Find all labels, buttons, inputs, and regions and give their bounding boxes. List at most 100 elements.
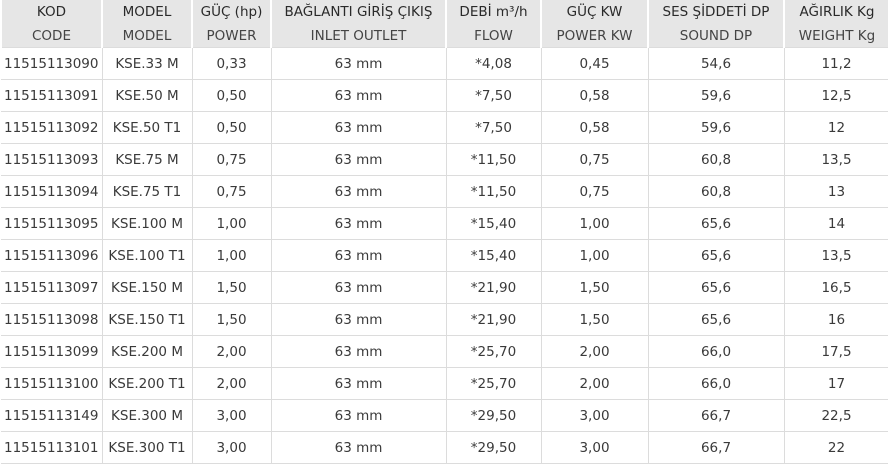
header-row: KOD MODEL GÜÇ (hp) BAĞLANTI GİRİŞ ÇIKIŞ DEBİ… [0,0,888,24]
column-header-flow: FLOW [445,24,541,48]
cell-sound-dp: 65,6 [647,303,785,336]
cell-power-kw: 0,75 [540,175,649,208]
cell-power-kw: 0,45 [540,47,649,80]
cell-inlet-outlet: 63 mm [270,79,447,112]
cell-sound-dp: 65,6 [647,271,785,304]
cell-code: 11515113100 [1,367,103,400]
cell-power-kw: 0,58 [540,79,649,112]
cell-code: 11515113094 [1,175,103,208]
column-header-code: KOD [0,0,102,24]
cell-model: KSE.300 M [101,399,193,432]
column-header-model: MODEL [101,24,192,48]
cell-inlet-outlet: 63 mm [270,431,447,464]
cell-power-hp: 2,00 [191,367,272,400]
cell-weight: 16,5 [783,271,888,304]
cell-power-hp: 0,75 [191,175,272,208]
cell-code: 11515113091 [1,79,103,112]
cell-power-kw: 3,00 [540,431,649,464]
cell-power-hp: 1,00 [191,239,272,272]
cell-power-kw: 1,00 [540,239,649,272]
table-row: 11515113149 KSE.300 M 3,00 63 mm *29,50 3,00 6… [1,399,888,432]
cell-code: 11515113096 [1,239,103,272]
cell-flow: *25,70 [445,367,542,400]
cell-code: 11515113149 [1,399,103,432]
cell-model: KSE.150 T1 [101,303,193,336]
cell-power-kw: 0,75 [540,143,649,176]
cell-power-kw: 0,58 [540,111,649,144]
cell-sound-dp: 65,6 [647,239,785,272]
cell-weight: 22,5 [783,399,888,432]
cell-code: 11515113090 [1,47,103,80]
cell-flow: *7,50 [445,79,542,112]
cell-sound-dp: 59,6 [647,79,785,112]
cell-code: 11515113099 [1,335,103,368]
cell-model: KSE.200 M [101,335,193,368]
cell-sound-dp: 60,8 [647,175,785,208]
cell-model: KSE.300 T1 [101,431,193,464]
table-row: 11515113091 KSE.50 M 0,50 63 mm *7,50 0,58 59,… [1,79,888,112]
cell-flow: *29,50 [445,399,542,432]
cell-weight: 16 [783,303,888,336]
cell-code: 11515113093 [1,143,103,176]
cell-power-hp: 1,50 [191,303,272,336]
cell-weight: 13 [783,175,888,208]
cell-flow: *11,50 [445,143,542,176]
cell-power-hp: 0,50 [191,79,272,112]
table-row: 11515113098 KSE.150 T1 1,50 63 mm *21,90 1,50… [1,303,888,336]
table-row: 11515113095 KSE.100 M 1,00 63 mm *15,40 1,00 6… [1,207,888,240]
table-row: 11515113100 KSE.200 T1 2,00 63 mm *25,70 2,00… [1,367,888,400]
cell-inlet-outlet: 63 mm [270,111,447,144]
cell-weight: 12 [783,111,888,144]
cell-sound-dp: 54,6 [647,47,785,80]
cell-inlet-outlet: 63 mm [270,271,447,304]
cell-weight: 13,5 [783,239,888,272]
table-row: 11515113092 KSE.50 T1 0,50 63 mm *7,50 0,58 59… [1,111,888,144]
cell-code: 11515113101 [1,431,103,464]
column-header-power-kw: POWER KW [540,24,648,48]
header-row: CODE MODEL POWER INLET OUTLET FLOW POWER KW SO… [0,24,888,48]
column-header-flow: DEBİ m³/h [445,0,541,24]
table-row: 11515113096 KSE.100 T1 1,00 63 mm *15,40 1,00… [1,239,888,272]
column-header-inlet-outlet: BAĞLANTI GİRİŞ ÇIKIŞ [270,0,446,24]
cell-power-kw: 1,50 [540,271,649,304]
cell-code: 11515113098 [1,303,103,336]
cell-model: KSE.75 T1 [101,175,193,208]
cell-flow: *15,40 [445,239,542,272]
cell-weight: 17 [783,367,888,400]
cell-weight: 14 [783,207,888,240]
cell-sound-dp: 66,7 [647,399,785,432]
cell-code: 11515113097 [1,271,103,304]
cell-weight: 12,5 [783,79,888,112]
cell-weight: 11,2 [783,47,888,80]
cell-power-hp: 0,75 [191,143,272,176]
cell-power-hp: 3,00 [191,399,272,432]
cell-flow: *7,50 [445,111,542,144]
cell-sound-dp: 65,6 [647,207,785,240]
cell-inlet-outlet: 63 mm [270,367,447,400]
cell-flow: *21,90 [445,303,542,336]
cell-power-hp: 0,50 [191,111,272,144]
cell-model: KSE.100 M [101,207,193,240]
cell-model: KSE.150 M [101,271,193,304]
cell-power-kw: 1,50 [540,303,649,336]
cell-flow: *25,70 [445,335,542,368]
table-row: 11515113101 KSE.300 T1 3,00 63 mm *29,50 3,00… [1,431,888,464]
column-header-weight: AĞIRLIK Kg [783,0,888,24]
cell-model: KSE.75 M [101,143,193,176]
table-row: 11515113094 KSE.75 T1 0,75 63 mm *11,50 0,75 6… [1,175,888,208]
table-row: 11515113093 KSE.75 M 0,75 63 mm *11,50 0,75 60… [1,143,888,176]
cell-model: KSE.100 T1 [101,239,193,272]
column-header-sound-dp: SES ŞİDDETİ DP [647,0,784,24]
cell-inlet-outlet: 63 mm [270,239,447,272]
cell-weight: 22 [783,431,888,464]
column-header-model: MODEL [101,0,192,24]
column-header-sound-dp: SOUND DP [647,24,784,48]
cell-power-kw: 3,00 [540,399,649,432]
cell-inlet-outlet: 63 mm [270,143,447,176]
cell-weight: 17,5 [783,335,888,368]
cell-model: KSE.50 M [101,79,193,112]
cell-power-hp: 2,00 [191,335,272,368]
cell-sound-dp: 66,7 [647,431,785,464]
cell-flow: *4,08 [445,47,542,80]
